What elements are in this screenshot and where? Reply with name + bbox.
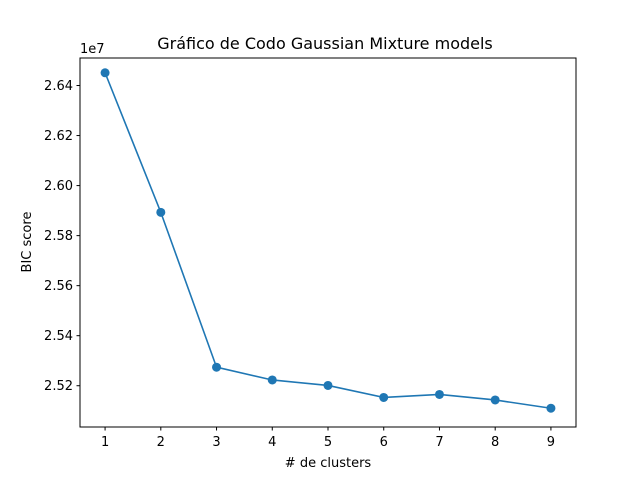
plot-frame (79, 57, 577, 428)
y-axis-label: BIC score (20, 212, 35, 273)
data-point (323, 380, 333, 390)
chart-title: Gráfico de Codo Gaussian Mixture models (157, 34, 493, 53)
x-tick-label: 7 (435, 435, 443, 450)
data-point (546, 403, 556, 413)
y-tick-label: 2.52 (44, 379, 73, 394)
y-axis-ticks: 2.52 2.54 2.56 2.58 2.60 2.62 2.64 (44, 79, 80, 394)
x-tick-label: 5 (324, 435, 332, 450)
x-tick-label: 3 (212, 435, 220, 450)
x-tick-label: 4 (268, 435, 276, 450)
y-tick-label: 2.58 (44, 229, 73, 244)
x-tick-label: 8 (491, 435, 499, 450)
series-line (104, 72, 552, 410)
data-point (434, 389, 444, 399)
y-tick-label: 2.60 (44, 179, 73, 194)
y-tick-label: 2.64 (44, 79, 73, 94)
y-tick-label: 2.54 (44, 329, 73, 344)
x-tick-label: 9 (547, 435, 555, 450)
data-point (156, 207, 166, 217)
x-tick-label: 2 (157, 435, 165, 450)
data-point (100, 68, 110, 78)
data-point (490, 395, 500, 405)
y-tick-label: 2.56 (44, 279, 73, 294)
series-line-group (100, 68, 556, 413)
y-offset-label: 1e7 (80, 42, 105, 57)
x-tick-label: 6 (380, 435, 388, 450)
data-point (379, 392, 389, 402)
x-axis-label: # de clusters (285, 456, 372, 471)
x-axis-ticks: 1 2 3 4 5 6 7 8 9 (101, 427, 555, 450)
data-point (212, 362, 222, 372)
x-tick-label: 1 (101, 435, 109, 450)
y-tick-label: 2.62 (44, 129, 73, 144)
data-point (267, 375, 277, 385)
